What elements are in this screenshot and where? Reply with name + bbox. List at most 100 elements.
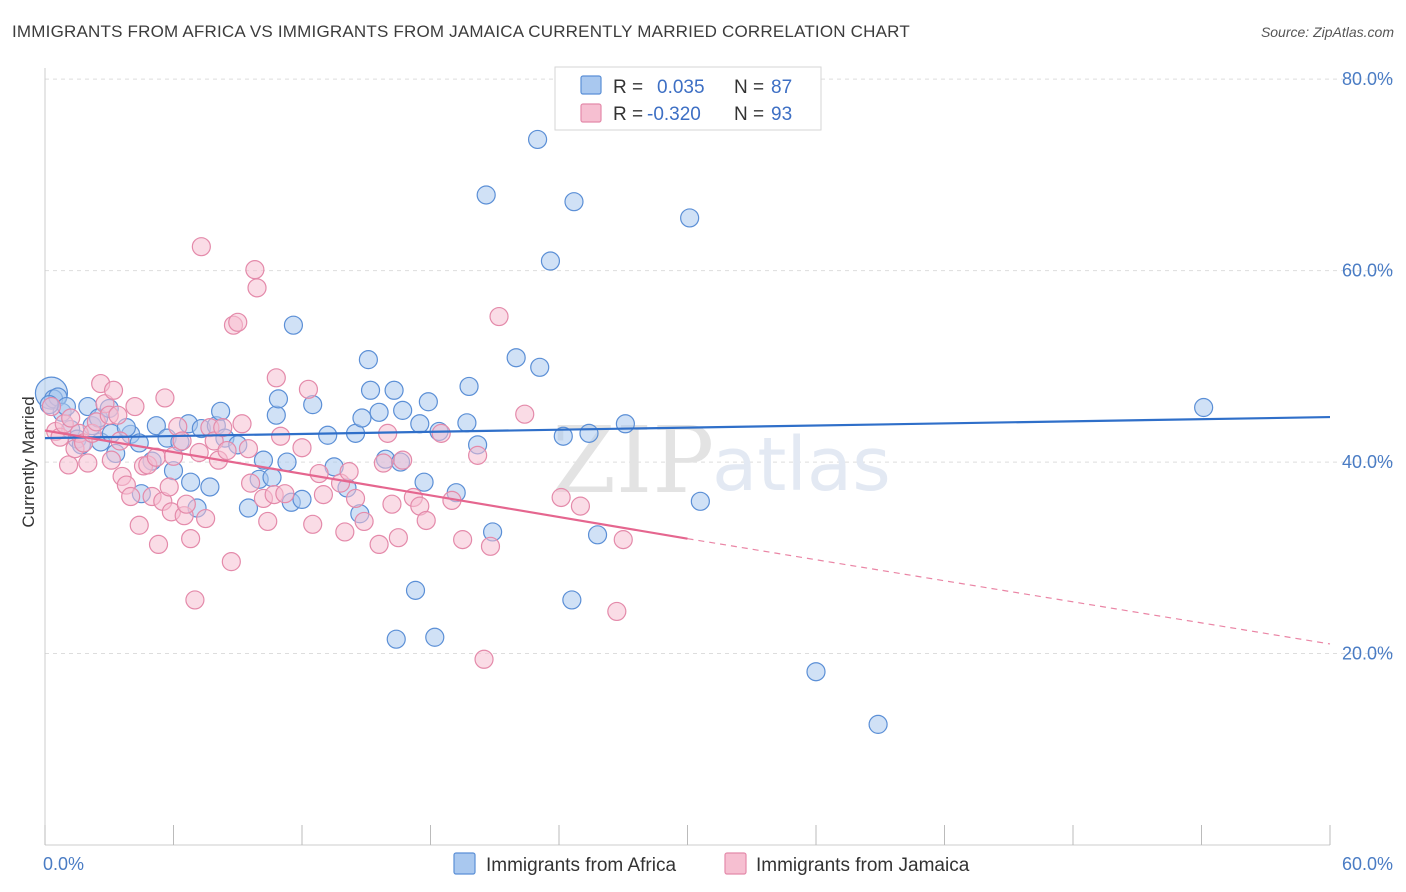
africa-point [1194, 397, 1214, 418]
y-tick-label: 80.0% [1342, 69, 1393, 89]
legend-swatch-jamaica [724, 852, 747, 875]
africa-point [266, 405, 286, 425]
jamaica-point [480, 536, 501, 556]
africa-point [358, 350, 378, 370]
africa-point [384, 380, 404, 400]
jamaica-point [303, 514, 323, 534]
jamaica-point [148, 534, 169, 555]
jamaica-point [393, 450, 413, 470]
jamaica-point [58, 455, 79, 475]
jamaica-point [266, 368, 286, 388]
axes: 80.0% 60.0% 40.0% 20.0% 0.0% 60.0% [43, 68, 1393, 874]
africa-point [868, 714, 888, 734]
africa-point [360, 380, 381, 400]
africa-point [459, 376, 479, 397]
jamaica-point [189, 442, 209, 463]
jamaica-point [238, 439, 259, 459]
africa-point [418, 392, 438, 412]
jamaica-point [489, 306, 509, 327]
jamaica-point [159, 477, 179, 497]
legend-label-africa: Immigrants from Africa [486, 855, 676, 876]
y-tick-label: 40.0% [1342, 452, 1393, 472]
africa-point [292, 489, 312, 510]
source-label: Source: ZipAtlas.com [1260, 24, 1394, 40]
jamaica-point [181, 529, 201, 549]
jamaica-point [191, 237, 211, 257]
jamaica-point [551, 487, 571, 508]
africa-point [238, 498, 259, 518]
jamaica-point [354, 511, 374, 532]
africa-point [277, 452, 297, 472]
jamaica-point [292, 438, 312, 458]
africa-point [530, 357, 550, 377]
jamaica-point [515, 404, 535, 424]
trend-line-africa [44, 415, 1331, 440]
africa-point [146, 416, 166, 436]
jamaica-point [125, 396, 145, 417]
trend-line-jamaica-extension [687, 538, 1331, 645]
trend-line-jamaica [44, 429, 688, 540]
stats-legend: R = 0.035 N = 87 R = -0.320 N = 93 [554, 66, 822, 131]
africa-point [506, 348, 526, 368]
jamaica-point [61, 408, 81, 428]
y-axis-title: Currently Married [19, 396, 38, 527]
africa-point [564, 192, 584, 212]
stat-n-label-jamaica: N = [734, 104, 764, 125]
trend-lines [44, 415, 1331, 645]
jamaica-point [217, 440, 237, 461]
x-tick-label: 60.0% [1342, 854, 1393, 874]
africa-point [615, 414, 635, 434]
stat-n-label-africa: N = [734, 77, 764, 98]
africa-point [579, 423, 599, 443]
jamaica-point [453, 530, 473, 550]
jamaica-point [213, 418, 233, 438]
africa-point [425, 627, 445, 647]
jamaica-point [373, 453, 393, 473]
africa-point [527, 129, 548, 150]
y-tick-label: 60.0% [1342, 261, 1393, 281]
watermark-atlas: atlas [712, 422, 891, 508]
jamaica-point [468, 445, 488, 465]
jamaica-point [309, 463, 329, 484]
africa-point [553, 426, 573, 446]
jamaica-point [613, 530, 633, 550]
stat-r-value-africa: 0.035 [657, 77, 705, 98]
africa-point [405, 580, 426, 600]
stat-r-label-africa: R = [613, 77, 643, 98]
legend-swatch-africa [453, 852, 476, 875]
africa-point [587, 525, 608, 545]
africa-point [386, 629, 406, 649]
legend-label-jamaica: Immigrants from Jamaica [756, 855, 970, 876]
jamaica-point [313, 485, 334, 505]
jamaica-point [416, 510, 436, 531]
jamaica-point [196, 508, 216, 529]
jamaica-point [339, 462, 359, 482]
jamaica-point [474, 649, 494, 669]
africa-point [393, 400, 413, 420]
gridlines [45, 78, 1393, 655]
africa-point [262, 467, 282, 487]
jamaica-point [258, 511, 278, 532]
africa-point [410, 414, 430, 434]
y-tick-label: 20.0% [1342, 644, 1393, 664]
jamaica-point [221, 552, 241, 572]
africa-point [540, 251, 561, 271]
jamaica-point [108, 405, 128, 425]
africa-point [369, 402, 389, 422]
africa-point [806, 662, 826, 682]
jamaica-point [228, 312, 248, 332]
africa-point [200, 477, 220, 497]
africa-point [253, 450, 274, 470]
stat-n-value-jamaica: 93 [771, 104, 792, 125]
jamaica-point [121, 486, 141, 507]
africa-point [318, 425, 338, 445]
africa-point [680, 208, 700, 228]
series-africa-points [34, 77, 1214, 734]
jamaica-point [232, 414, 252, 434]
jamaica-point [78, 453, 98, 473]
jamaica-point [270, 426, 291, 446]
jamaica-point [431, 423, 451, 443]
jamaica-point [275, 484, 295, 504]
stat-swatch-africa [580, 75, 602, 95]
africa-point [414, 472, 434, 492]
